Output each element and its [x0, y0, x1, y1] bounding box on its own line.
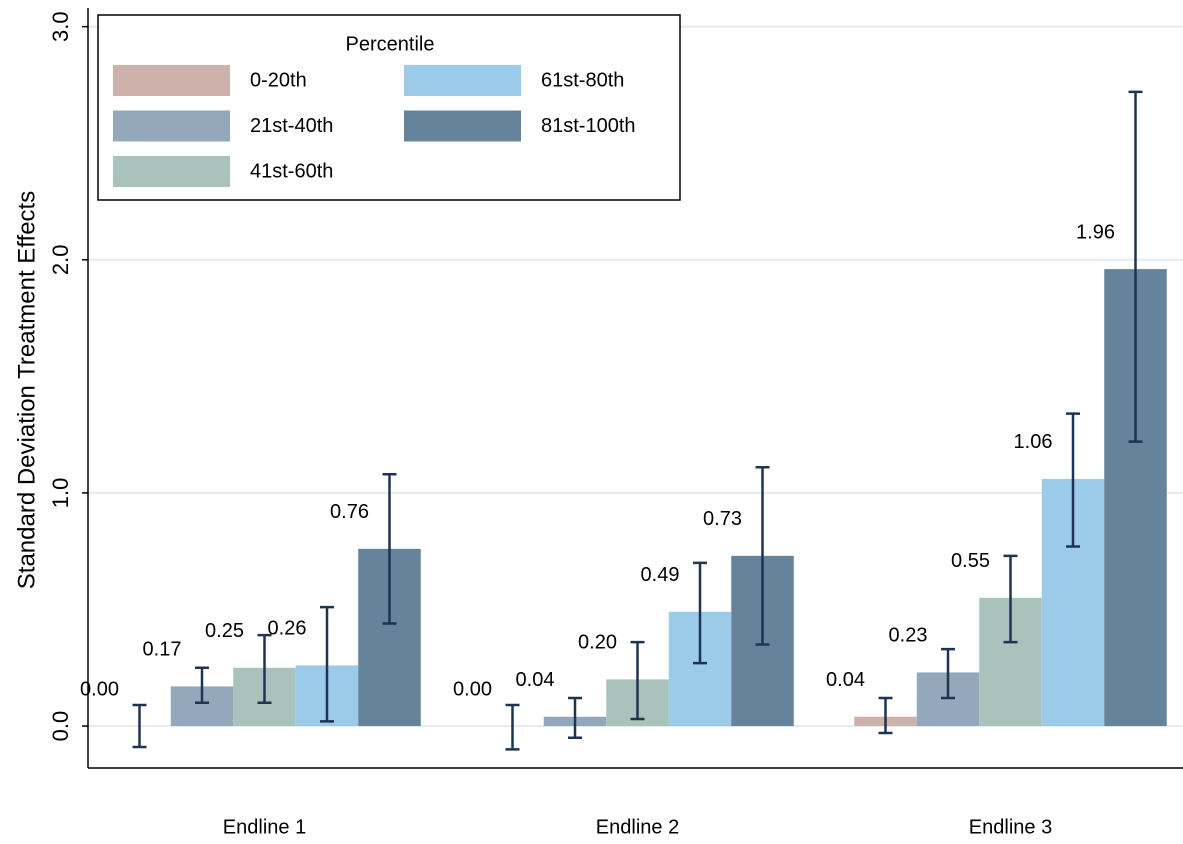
legend-label: 0-20th — [250, 69, 307, 91]
x-tick-label: Endline 3 — [969, 816, 1052, 838]
data-label: 0.23 — [889, 625, 928, 647]
error-bar — [755, 466, 770, 646]
data-label: 0.73 — [703, 508, 742, 530]
data-label: 0.49 — [641, 564, 680, 586]
data-label: 1.96 — [1076, 221, 1115, 243]
legend-swatch — [113, 65, 230, 96]
legend-label: 81st-100th — [541, 115, 636, 137]
data-label: 1.06 — [1014, 431, 1053, 453]
error-bar — [195, 666, 209, 704]
error-bar — [257, 633, 272, 704]
data-label: 0.04 — [516, 669, 555, 691]
data-label: 0.76 — [330, 501, 369, 523]
data-label: 0.04 — [826, 669, 865, 691]
legend-swatch — [113, 110, 230, 142]
error-bar — [132, 703, 147, 749]
error-bar — [382, 473, 397, 625]
data-label: 0.55 — [951, 550, 990, 572]
error-bar — [1128, 90, 1143, 443]
y-axis-label: Standard Deviation Treatment Effects — [13, 191, 40, 589]
data-label: 0.20 — [578, 632, 617, 654]
y-tick-label: 2.0 — [48, 244, 73, 275]
y-tick-label: 1.0 — [48, 478, 73, 509]
error-bar — [320, 605, 334, 723]
legend-swatch — [113, 156, 230, 187]
error-bar — [630, 640, 645, 721]
error-bar — [568, 696, 582, 739]
x-tick-label: Endline 2 — [596, 816, 679, 838]
legend-label: 61st-80th — [541, 69, 624, 91]
y-tick-label: 0.0 — [48, 711, 73, 742]
data-label: 0.00 — [80, 678, 119, 700]
error-bar — [505, 703, 520, 751]
data-label: 0.17 — [143, 639, 182, 661]
legend-swatch — [404, 65, 521, 96]
error-bar — [1003, 554, 1018, 644]
legend-title: Percentile — [346, 33, 435, 55]
legend-label: 41st-60th — [250, 160, 333, 182]
error-bar — [1066, 412, 1080, 548]
data-label: 0.25 — [205, 620, 244, 642]
error-bar — [941, 647, 955, 700]
error-bar — [693, 561, 707, 665]
legend-swatch — [404, 110, 521, 142]
y-tick-label: 3.0 — [48, 11, 73, 42]
data-label: 0.00 — [453, 678, 492, 700]
legend-label: 21st-40th — [250, 115, 333, 137]
error-bar — [878, 696, 893, 735]
data-label: 0.26 — [268, 618, 307, 640]
x-tick-label: Endline 1 — [223, 816, 306, 838]
